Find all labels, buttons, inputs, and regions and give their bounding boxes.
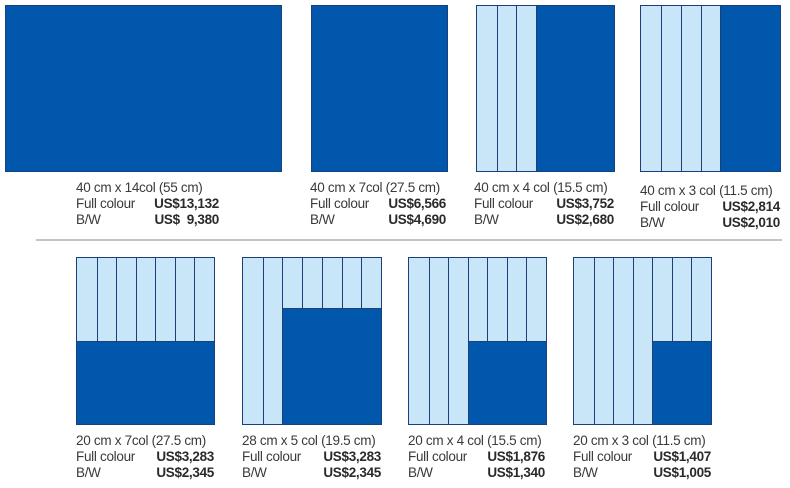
bw-price: US$2,345 [156,465,214,481]
ad-caption: 20 cm x 4 col (15.5 cm) Full colour US$1,… [408,433,545,481]
bw-label: B/W [640,215,665,231]
bw-price: US$ 9,380 [154,212,219,228]
bw-price: US$2,345 [323,465,381,481]
ad-caption: 20 cm x 7col (27.5 cm) Full colour US$3,2… [76,433,214,481]
column-line [594,258,595,424]
ad-size-label: 20 cm x 4 col (15.5 cm) [408,433,541,449]
full-colour-price: US$3,283 [323,449,381,465]
ad-fill-area [312,6,447,171]
column-line [633,258,634,424]
column-line [661,6,662,171]
column-line [497,6,498,171]
bw-label: B/W [242,465,267,481]
column-line [516,6,517,171]
ad-caption: 28 cm x 5 col (19.5 cm) Full colour US$3,… [242,433,381,481]
ad-block-40x7col [311,5,448,172]
ad-block-20x4col [408,257,547,425]
column-line [613,258,614,424]
ad-block-20x7col [76,257,215,425]
section-divider [36,239,782,241]
column-line [263,258,264,424]
full-colour-label: Full colour [640,199,699,215]
ad-block-40x14col [5,5,282,172]
ad-fill-area [536,6,614,171]
ad-size-label: 40 cm x 7col (27.5 cm) [310,180,440,196]
bw-price: US$2,680 [556,212,614,228]
ad-size-label: 40 cm x 4 col (15.5 cm) [474,180,607,196]
full-colour-label: Full colour [474,196,533,212]
ad-block-40x3col [640,5,781,172]
full-colour-label: Full colour [76,196,135,212]
ad-caption: 20 cm x 3 col (11.5 cm) Full colour US$1,… [573,433,711,481]
full-colour-price: US$6,566 [388,196,446,212]
full-colour-label: Full colour [242,449,301,465]
bw-label: B/W [573,465,598,481]
ad-caption: 40 cm x 7col (27.5 cm) Full colour US$6,5… [310,180,446,228]
ad-block-40x4col [476,5,615,172]
column-line [448,258,449,424]
bw-price: US$4,690 [388,212,446,228]
full-colour-label: Full colour [408,449,467,465]
ad-caption: 40 cm x 14col (55 cm) Full colour US$13,1… [76,180,219,228]
column-line [681,6,682,171]
full-colour-price: US$13,132 [154,196,219,212]
ad-fill-area [6,6,281,171]
bw-label: B/W [310,212,335,228]
full-colour-price: US$3,752 [556,196,614,212]
full-colour-label: Full colour [573,449,632,465]
full-colour-price: US$3,283 [156,449,214,465]
full-colour-label: Full colour [76,449,135,465]
ad-caption: 40 cm x 4 col (15.5 cm) Full colour US$3,… [474,180,614,228]
full-colour-price: US$1,876 [487,449,545,465]
ad-size-label: 40 cm x 14col (55 cm) [76,180,203,196]
column-line [429,258,430,424]
ad-fill-area [77,341,214,424]
bw-price: US$2,010 [722,215,780,231]
full-colour-price: US$1,407 [653,449,711,465]
bw-label: B/W [408,465,433,481]
ad-fill-area [720,6,780,171]
bw-label: B/W [76,212,101,228]
ad-block-20x3col [573,257,712,425]
ad-fill-area [652,341,711,424]
ad-fill-area [468,341,546,424]
ad-size-label: 40 cm x 3 col (11.5 cm) [640,183,772,199]
ad-block-28x5col [242,257,382,425]
bw-price: US$1,340 [487,465,545,481]
bw-price: US$1,005 [653,465,711,481]
full-colour-label: Full colour [310,196,369,212]
ad-size-label: 28 cm x 5 col (19.5 cm) [242,433,375,449]
full-colour-price: US$2,814 [722,199,780,215]
ad-size-label: 20 cm x 7col (27.5 cm) [76,433,206,449]
ad-size-label: 20 cm x 3 col (11.5 cm) [573,433,705,449]
bw-label: B/W [76,465,101,481]
ad-fill-area [282,308,381,424]
ad-caption: 40 cm x 3 col (11.5 cm) Full colour US$2,… [640,183,780,231]
column-line [701,6,702,171]
bw-label: B/W [474,212,499,228]
